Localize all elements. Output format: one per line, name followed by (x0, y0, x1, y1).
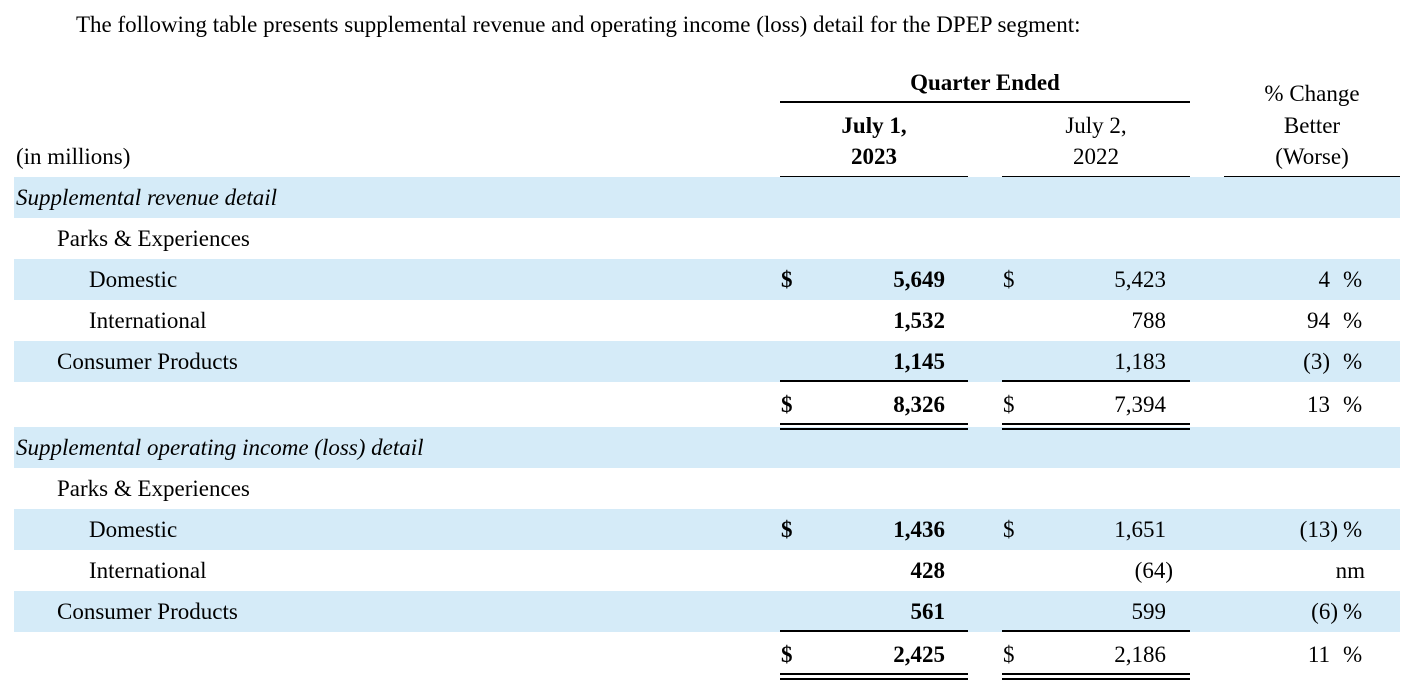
revenue-group-label: Parks & Experiences (57, 226, 250, 251)
row-label: Consumer Products (57, 349, 238, 374)
revenue-subtotal-rule-cur (780, 380, 968, 382)
intro-text: The following table presents supplementa… (76, 12, 1081, 37)
change-value: (6) (1311, 599, 1338, 624)
total-cur-dollar-sign: $ (781, 392, 793, 417)
total-cur-value: 2,425 (893, 642, 945, 667)
band-revenue-consumer (14, 341, 1400, 382)
revenue-total-double-rule-cur (780, 423, 968, 430)
change-value: 94 (1307, 308, 1330, 333)
change-value: (3) (1303, 349, 1330, 374)
cur-value: 428 (910, 558, 946, 583)
total-prior-value: 2,186 (1114, 642, 1166, 667)
total-change-value: 13 (1307, 392, 1330, 417)
header-col3-line3: (Worse) (1275, 144, 1349, 169)
revenue-section-title: Supplemental revenue detail (16, 185, 278, 210)
cur-dollar-sign: $ (781, 517, 793, 542)
change-unit: % (1343, 308, 1363, 333)
income-subtotal-rule-cur (780, 630, 968, 632)
total-change-unit: % (1343, 392, 1363, 417)
header-col1-line1: July 1, (841, 113, 907, 138)
header-col2-line2: 2022 (1073, 144, 1119, 169)
row-label: Consumer Products (57, 599, 238, 624)
income-total-double-rule-prior (1002, 673, 1190, 680)
total-cur-value: 8,326 (893, 392, 945, 417)
cur-value: 1,532 (893, 308, 945, 333)
total-change-unit: % (1343, 642, 1363, 667)
change-unit: % (1343, 267, 1363, 292)
prior-value: 599 (1131, 599, 1167, 624)
total-change-value: 11 (1307, 642, 1330, 667)
cur-value: 561 (910, 599, 946, 624)
total-prior-dollar-sign: $ (1003, 642, 1015, 667)
header-quarter-rule (780, 101, 1190, 103)
total-prior-value: 7,394 (1114, 392, 1166, 417)
revenue-total-double-rule-prior (1002, 423, 1190, 430)
cur-value: 1,145 (893, 349, 945, 374)
change-unit: % (1343, 517, 1363, 542)
header-col2-line1: July 2, (1065, 113, 1127, 138)
header-col3-line2: Better (1283, 113, 1341, 138)
band-revenue-domestic (14, 259, 1400, 300)
income-section-title: Supplemental operating income (loss) det… (16, 435, 424, 460)
total-cur-dollar-sign: $ (781, 642, 793, 667)
header-quarter-ended: Quarter Ended (910, 70, 1060, 95)
change-value: nm (1335, 558, 1365, 583)
header-col1-line2: 2023 (851, 144, 897, 169)
band-income-section (14, 427, 1400, 468)
change-unit: % (1343, 599, 1363, 624)
prior-value: 5,423 (1114, 267, 1166, 292)
header-units: (in millions) (16, 144, 131, 169)
cur-value: 1,436 (893, 517, 945, 542)
row-label: Domestic (89, 517, 178, 542)
total-prior-dollar-sign: $ (1003, 392, 1015, 417)
prior-dollar-sign: $ (1003, 267, 1015, 292)
prior-value: 1,651 (1114, 517, 1166, 542)
row-label: International (89, 558, 207, 583)
band-revenue-section (14, 177, 1400, 218)
change-unit: % (1343, 349, 1363, 374)
cur-dollar-sign: $ (781, 267, 793, 292)
prior-value: (64) (1134, 558, 1173, 583)
revenue-subtotal-rule-prior (1002, 380, 1190, 382)
cur-value: 5,649 (893, 267, 945, 292)
row-label: International (89, 308, 207, 333)
row-label: Domestic (89, 267, 178, 292)
change-value: 4 (1318, 267, 1331, 292)
band-income-domestic (14, 509, 1400, 550)
prior-dollar-sign: $ (1003, 517, 1015, 542)
change-value: (13) (1299, 517, 1338, 542)
header-col3-line1: % Change (1264, 81, 1360, 106)
band-income-consumer (14, 591, 1400, 632)
income-group-label: Parks & Experiences (57, 476, 250, 501)
prior-value: 1,183 (1114, 349, 1166, 374)
prior-value: 788 (1131, 308, 1167, 333)
income-subtotal-rule-prior (1002, 630, 1190, 632)
income-total-double-rule-cur (780, 673, 968, 680)
